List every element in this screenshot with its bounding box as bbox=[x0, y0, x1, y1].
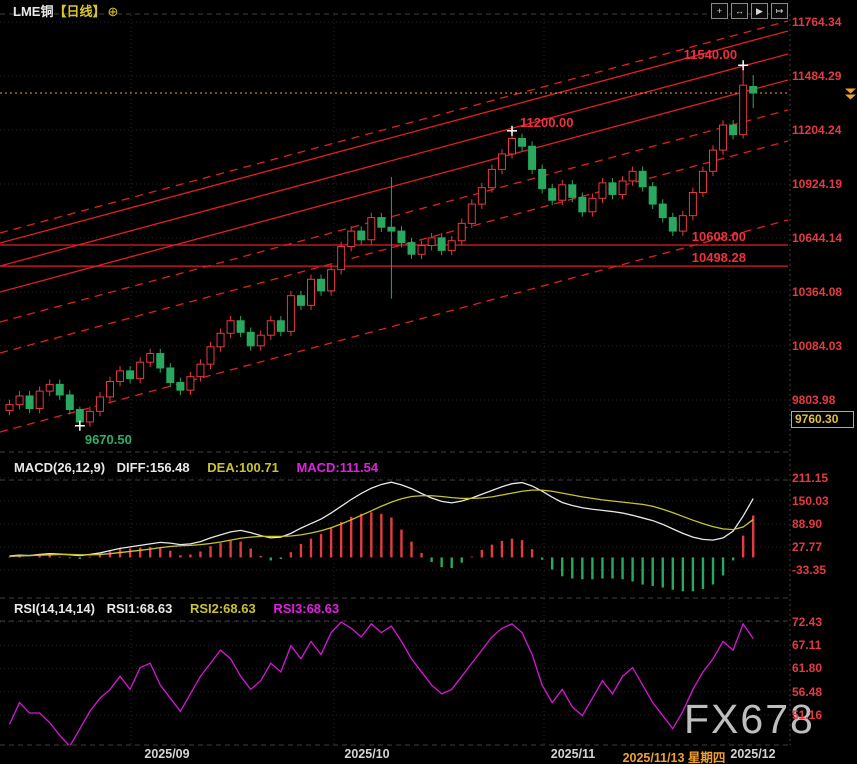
month-label[interactable]: 2025/09 bbox=[144, 747, 190, 761]
chart-titlebar: LME铜【日线】 ⊕ bbox=[0, 0, 857, 19]
price-axis[interactable]: 9760.30 11764.34 11484.29 11204.24 10924.19… bbox=[791, 0, 856, 764]
gridlines-layer bbox=[0, 15, 788, 744]
macd-label-row: MACD(26,12,9) DIFF:156.48 DEA:100.71 MAC… bbox=[14, 460, 378, 475]
macd-macd-value: MACD:111.54 bbox=[296, 460, 379, 475]
macd-diff-value: DIFF:156.48 bbox=[116, 460, 190, 475]
macd-axis-label: 88.90 bbox=[792, 516, 823, 531]
play-forward-tool-icon[interactable]: ▶ bbox=[751, 3, 768, 19]
month-label[interactable]: 2025/10 bbox=[344, 747, 390, 761]
price-axis-label: 10644.14 bbox=[792, 231, 843, 245]
crosshair-tool-icon[interactable]: + bbox=[711, 3, 728, 19]
selected-date-label[interactable]: 2025/11/13 星期四 bbox=[622, 751, 726, 764]
rsi-axis-label: 61.80 bbox=[792, 661, 823, 676]
rsi-axis-label: 72.43 bbox=[792, 615, 823, 629]
macd-title: MACD(26,12,9) bbox=[14, 460, 106, 475]
macd-axis-label: -33.35 bbox=[792, 562, 827, 577]
price-axis-label: 10924.19 bbox=[792, 177, 843, 191]
time-axis[interactable]: 2025/09 2025/10 2025/11 2025/11/13 星期四 2025/… bbox=[0, 745, 857, 764]
price-axis-label: 11764.34 bbox=[792, 15, 842, 29]
instrument-name: LME铜 bbox=[13, 4, 54, 19]
macd-axis-label: 150.03 bbox=[792, 493, 829, 508]
rsi-title: RSI(14,14,14) bbox=[14, 601, 95, 616]
rsi-indicator-panel[interactable] bbox=[8, 621, 754, 746]
rsi1-value: RSI1:68.63 bbox=[106, 601, 173, 616]
month-label[interactable]: 2025/12 bbox=[730, 747, 776, 761]
extreme-price-annotation: 9670.50 bbox=[84, 431, 132, 447]
price-axis-tag: 9760.30 bbox=[791, 411, 854, 428]
rsi2-value: RSI2:68.63 bbox=[189, 601, 256, 616]
panel-separators bbox=[0, 13, 791, 746]
macd-axis-label: 27.77 bbox=[792, 539, 823, 554]
price-axis-label: 9803.98 bbox=[792, 393, 836, 407]
price-axis-label: 10084.03 bbox=[792, 339, 843, 353]
rsi-axis-label: 67.11 bbox=[792, 638, 822, 653]
price-axis-label: 11484.29 bbox=[792, 69, 842, 83]
support-level-label: 10498.28 bbox=[691, 250, 746, 266]
add-indicator-icon[interactable]: ⊕ bbox=[107, 4, 119, 19]
fit-range-tool-icon[interactable]: ↔ bbox=[731, 3, 748, 19]
support-level-label: 10608.00 bbox=[691, 228, 746, 244]
main-price-panel[interactable] bbox=[0, 20, 789, 433]
extreme-price-annotation: 11540.00 bbox=[683, 47, 738, 63]
rsi-axis-label: 51.16 bbox=[792, 707, 823, 722]
goto-latest-tool-icon[interactable]: ↦ bbox=[771, 3, 788, 19]
current-price-axis-marker bbox=[845, 88, 856, 100]
period-label: 【日线】 bbox=[53, 4, 106, 19]
rsi-axis-label: 56.48 bbox=[792, 684, 823, 699]
chart-toolbar: + ↔ ▶ ↦ bbox=[711, 3, 788, 19]
month-label[interactable]: 2025/11 bbox=[550, 747, 596, 761]
price-axis-label: 11204.24 bbox=[792, 123, 842, 137]
page-title: LME铜【日线】 ⊕ bbox=[13, 1, 118, 20]
macd-indicator-panel[interactable] bbox=[8, 481, 755, 592]
macd-axis-label: 211.15 bbox=[792, 471, 829, 485]
price-axis-label: 10364.08 bbox=[792, 285, 843, 299]
macd-dea-value: DEA:100.71 bbox=[207, 460, 279, 475]
extreme-price-annotation: 11200.00 bbox=[520, 114, 574, 130]
rsi3-value: RSI3:68.63 bbox=[273, 601, 340, 616]
watermark: FX678 bbox=[684, 696, 815, 742]
rsi-label-row: RSI(14,14,14) RSI1:68.63 RSI2:68.63 RSI3… bbox=[14, 601, 339, 616]
